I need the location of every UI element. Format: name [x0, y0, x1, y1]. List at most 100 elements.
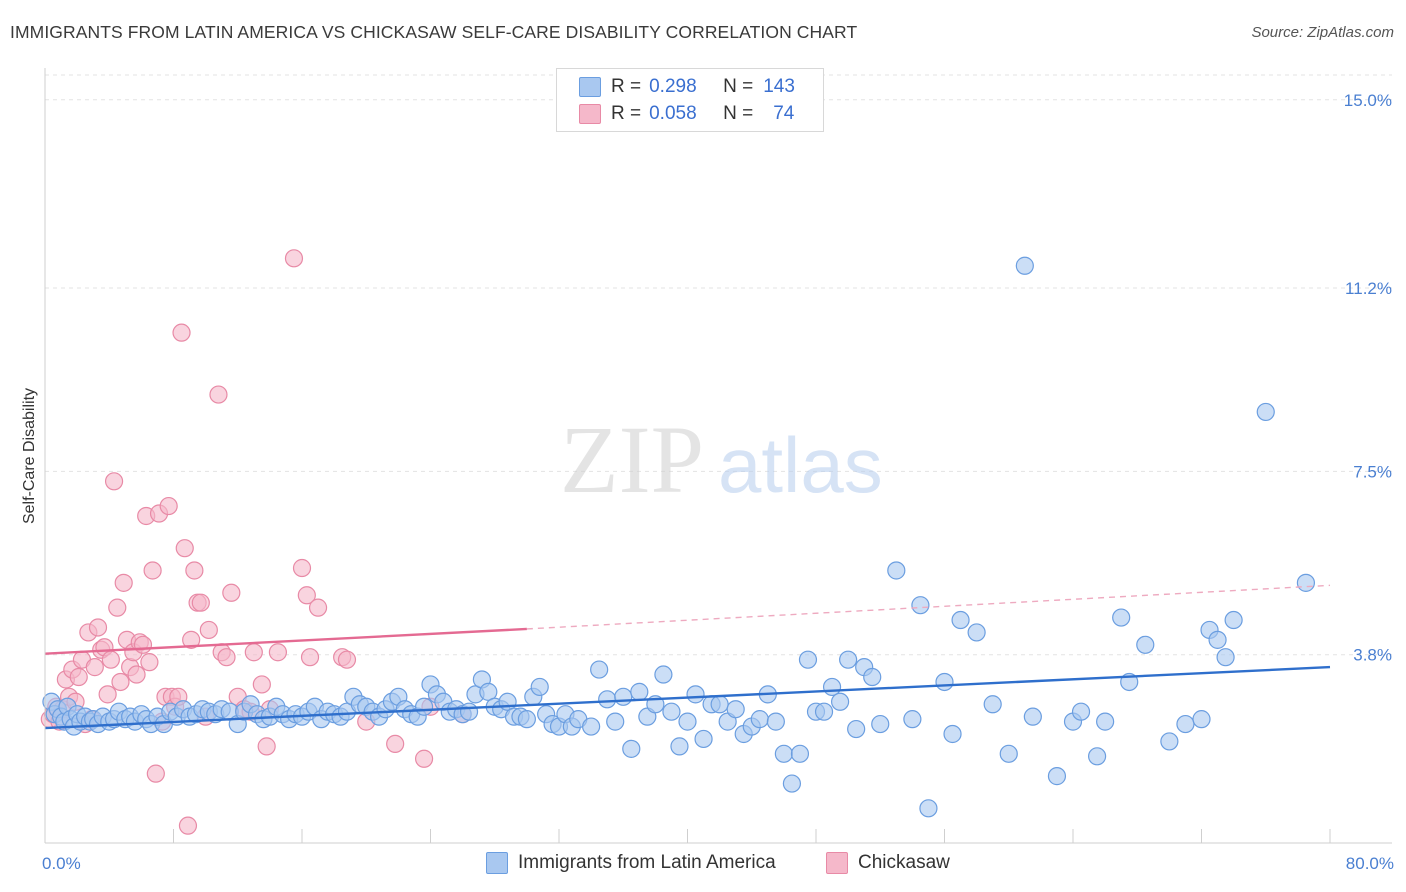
- chickasaw-point: [114, 573, 133, 592]
- chickasaw-point: [292, 558, 312, 578]
- latin-america-point: [1192, 710, 1211, 729]
- y-tick-label: 7.5%: [1353, 462, 1392, 481]
- chickasaw-trend-extension: [526, 584, 1331, 630]
- latin-america-point: [622, 739, 641, 758]
- chickasaw-point: [178, 816, 198, 835]
- latin-america-point: [654, 665, 673, 684]
- chickasaw-point: [217, 648, 236, 667]
- latin-america-point: [598, 690, 617, 709]
- latin-america-point: [662, 702, 681, 721]
- latin-america-point: [1136, 635, 1155, 654]
- latin-america-point: [1112, 608, 1131, 627]
- chickasaw-point: [108, 598, 127, 617]
- latin-america-point: [967, 623, 986, 642]
- latin-america-point: [678, 712, 697, 731]
- latin-america-point: [863, 667, 882, 687]
- chickasaw-point: [140, 653, 159, 672]
- chickasaw-point: [172, 323, 191, 342]
- latin-america-point: [822, 677, 842, 697]
- axes: 3.8% 7.5% 11.2% 15.0% 0.0% 80.0%: [42, 68, 1394, 873]
- chickasaw-point: [175, 539, 194, 558]
- latin-america-point: [1160, 732, 1179, 751]
- latin-america-point: [766, 712, 785, 731]
- chickasaw-point: [191, 593, 210, 612]
- latin-america-point: [1296, 573, 1316, 592]
- watermark-zip: ZIP: [560, 406, 704, 513]
- latin-america-point: [670, 737, 689, 756]
- legend-swatch-pink: [579, 104, 601, 124]
- y-tick-label: 15.0%: [1344, 91, 1392, 110]
- latin-america-point: [790, 744, 810, 763]
- latin-america-point: [590, 660, 609, 679]
- legend-n-label: N =: [723, 103, 754, 124]
- series-legend: Immigrants from Latin America Chickasaw: [0, 852, 1406, 878]
- legend-r-value: 0.298: [649, 76, 697, 97]
- chickasaw-point: [159, 496, 178, 516]
- chickasaw-point: [386, 734, 405, 754]
- chickasaw-point: [209, 385, 228, 404]
- legend-r-label: R =: [611, 76, 642, 97]
- latin-america-point: [1216, 648, 1235, 667]
- latin-america-point: [814, 702, 834, 721]
- chickasaw-point: [85, 658, 104, 677]
- latin-america-point: [943, 724, 962, 744]
- latin-america-point: [1208, 630, 1227, 649]
- latin-america-point: [847, 719, 866, 739]
- latin-america-point: [774, 744, 793, 763]
- y-axis-label: Self-Care Disability: [21, 388, 38, 524]
- chickasaw-point: [252, 675, 271, 694]
- latin-america-point: [1096, 712, 1115, 731]
- legend-swatch-blue: [486, 852, 508, 874]
- latin-america-point: [839, 650, 858, 669]
- latin-america-point: [1023, 707, 1042, 726]
- legend-r-value: 0.058: [649, 103, 697, 124]
- latin-america-point: [582, 717, 601, 736]
- x-tick-label: 80.0%: [1346, 854, 1394, 873]
- latin-america-point: [983, 695, 1002, 714]
- trend-lines: [44, 584, 1331, 730]
- chickasaw-point: [244, 643, 263, 662]
- legend-n-value: 143: [763, 76, 795, 97]
- latin-america-point: [694, 729, 713, 749]
- chickasaw-point: [127, 665, 146, 684]
- chickasaw-point: [101, 650, 120, 669]
- latin-america-point: [871, 714, 890, 734]
- legend-swatch-pink: [826, 852, 848, 874]
- y-tick-label: 11.2%: [1345, 279, 1392, 298]
- x-tick-label: 0.0%: [42, 854, 81, 873]
- latin-america-point: [919, 799, 938, 818]
- legend-n-label: N =: [723, 76, 754, 97]
- chickasaw-point: [337, 650, 357, 669]
- latin-america-point: [1256, 402, 1275, 422]
- data-points: [40, 249, 1316, 835]
- chickasaw-point: [133, 635, 153, 654]
- latin-america-point: [887, 561, 906, 580]
- chickasaw-point: [308, 598, 328, 617]
- latin-america-point: [782, 774, 802, 793]
- chickasaw-point: [257, 737, 276, 756]
- latin-america-point: [935, 672, 954, 692]
- chickasaw-trend-line: [44, 627, 527, 655]
- chickasaw-point: [98, 685, 117, 704]
- stats-legend: R = 0.298 N = 143 R = 0.058 N = 74: [556, 68, 824, 132]
- chickasaw-point: [284, 249, 304, 268]
- latin-america-point: [614, 687, 633, 706]
- chickasaw-point: [199, 620, 218, 640]
- y-tick-label: 3.8%: [1353, 646, 1392, 665]
- latin-america-point: [903, 710, 922, 729]
- latin-america-point: [1087, 747, 1107, 766]
- latin-america-point: [606, 712, 625, 731]
- chickasaw-point: [185, 561, 204, 580]
- latin-america-point: [798, 650, 818, 669]
- grid: [45, 74, 1392, 656]
- latin-america-point: [1224, 610, 1243, 630]
- latin-america-point: [750, 710, 769, 729]
- legend-item-chickasaw: Chickasaw: [826, 852, 950, 874]
- latin-america-point: [414, 697, 434, 716]
- latin-america-point: [1015, 256, 1034, 275]
- latin-america-point: [999, 744, 1018, 763]
- latin-america-point: [530, 677, 549, 697]
- legend-row-chickasaw: R = 0.058 N = 74: [579, 102, 794, 126]
- watermark-atlas: atlas: [718, 421, 883, 509]
